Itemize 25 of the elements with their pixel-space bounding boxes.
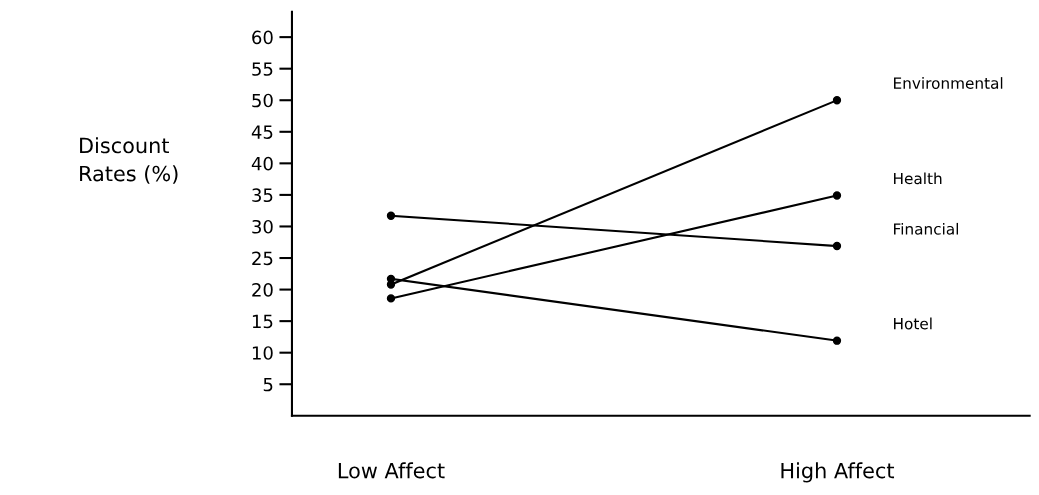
y-axis-title: Discount Rates (%) [80, 137, 178, 184]
y-tick-label: 30 [252, 219, 273, 234]
y-tick-label: 45 [251, 125, 273, 139]
point [386, 294, 396, 303]
y-tick-label: 15 [252, 314, 273, 329]
y-tick-label: 60 [252, 30, 273, 45]
y-tick-label: 5 [263, 377, 273, 392]
point [386, 211, 396, 220]
y-tick-label: 50 [252, 93, 273, 108]
y-tick-label: 35 [252, 188, 273, 203]
text: Financial [894, 222, 958, 235]
point [832, 191, 842, 200]
y-tick-label: 55 [252, 62, 273, 76]
text: Hotel [894, 317, 932, 330]
point [832, 96, 842, 105]
point [832, 241, 842, 251]
y-tick-label: 25 [252, 251, 273, 266]
x-tick-label: Low Affect [338, 462, 445, 479]
x-tick-label: High Affect [781, 462, 895, 483]
text: Health [894, 172, 942, 185]
y-tick-label: 20 [252, 283, 273, 297]
y-tick-label: 40 [251, 156, 273, 171]
y-tick-label: 10 [252, 346, 273, 360]
text: Environmental [894, 77, 1003, 89]
point [832, 336, 842, 345]
